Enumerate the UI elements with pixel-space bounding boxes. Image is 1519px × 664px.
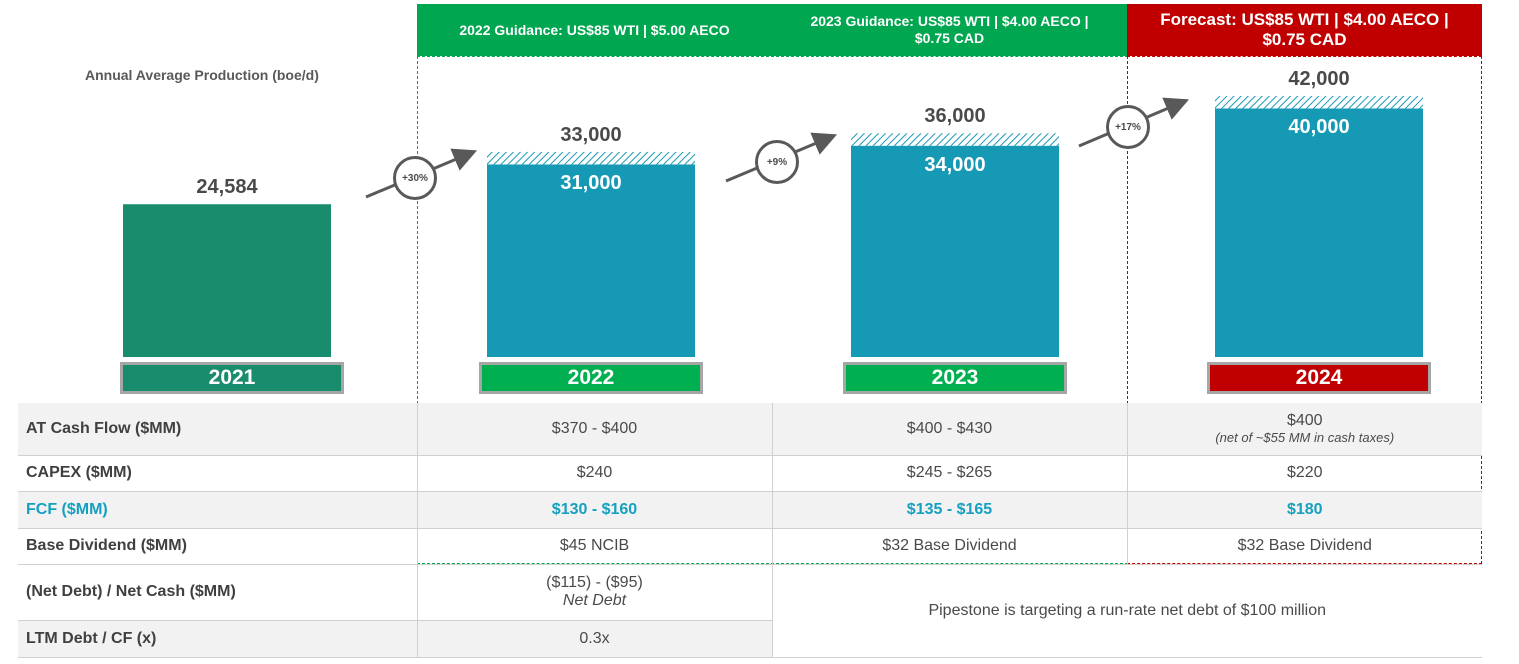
cell-2024-note: (net of ~$55 MM in cash taxes) [1215,430,1395,446]
cell-2022: 0.3x [416,620,772,658]
growth-badge-2023: +9% [755,140,799,184]
cell-2024: $32 Base Dividend [1126,528,1482,565]
growth-badge-2022: +30% [393,156,437,200]
target-note: Pipestone is targeting a run-rate net de… [771,564,1482,658]
bar-2022 [487,164,695,357]
bar-upside-2024 [1215,96,1423,109]
cell-2022: ($115) - ($95) Net Debt [416,564,772,621]
bar-2021 [123,204,331,357]
cell-2022: $370 - $400 [416,403,772,456]
row-label: FCF ($MM) [18,491,417,529]
cell-2022-note: Net Debt [562,592,627,609]
row-label: Base Dividend ($MM) [18,528,417,565]
cell-2024: $180 [1126,491,1482,529]
table-row: (Net Debt) / Net Cash ($MM) ($115) - ($9… [18,564,1482,658]
year-label-2024: 2024 [1207,362,1431,394]
cell-2024: $400 (net of ~$55 MM in cash taxes) [1126,403,1482,456]
year-label-2021: 2021 [120,362,344,394]
bar-top-label-2021: 24,584 [196,176,258,199]
bar-top-label-2023: 36,000 [924,105,986,128]
banner-2023-guidance: 2023 Guidance: US$85 WTI | $4.00 AECO | $… [772,4,1127,56]
production-chart [123,96,1423,357]
table-row: LTM Debt / CF (x) 0.3x [18,620,1482,658]
banner-2023-line2: $0.75 CAD [914,30,985,46]
cell-2023: $245 - $265 [771,455,1127,492]
cell-2023: $32 Base Dividend [771,528,1127,565]
bar-top-label-2024: 42,000 [1288,68,1350,90]
cell-2023: $135 - $165 [771,491,1127,529]
banner-2024-forecast: Forecast: US$85 WTI | $4.00 AECO | $0.75 … [1127,4,1482,56]
cell-2023: $400 - $430 [771,403,1127,456]
cell-2022: $130 - $160 [416,491,772,529]
table-row: FCF ($MM) $130 - $160 $135 - $165 $180 [18,491,1482,529]
bar-upside-2023 [851,133,1059,146]
cell-2024-value: $400 [1286,412,1323,430]
bar-inner-label-2023: 34,000 [924,153,986,176]
table-row: Base Dividend ($MM) $45 NCIB $32 Base Di… [18,528,1482,565]
bar-2023 [851,145,1059,357]
banner-2023-line1: 2023 Guidance: US$85 WTI | $4.00 AECO | [810,13,1089,30]
banner-2022-guidance: 2022 Guidance: US$85 WTI | $5.00 AECO [417,4,772,56]
bar-2024 [1215,108,1423,357]
y-axis-label: Annual Average Production (boe/d) [85,67,319,83]
banner-2024-line1: Forecast: US$85 WTI | $4.00 AECO | [1160,9,1449,29]
year-label-2023: 2023 [843,362,1067,394]
row-label: AT Cash Flow ($MM) [18,403,417,456]
bar-upside-2022 [487,151,695,165]
cell-2022: $240 [416,455,772,492]
bar-inner-label-2022: 31,000 [560,172,622,195]
cell-2022: $45 NCIB [416,528,772,565]
financial-table: AT Cash Flow ($MM) $370 - $400 $400 - $4… [18,403,1482,658]
bar-inner-label-2024: 40,000 [1288,116,1350,139]
cell-2022-value: ($115) - ($95) [546,574,643,591]
row-label: LTM Debt / CF (x) [18,620,417,658]
table-row: CAPEX ($MM) $240 $245 - $265 $220 [18,455,1482,492]
year-label-2022: 2022 [479,362,703,394]
row-label: CAPEX ($MM) [18,455,417,492]
table-row: AT Cash Flow ($MM) $370 - $400 $400 - $4… [18,403,1482,456]
growth-badge-2024: +17% [1106,105,1150,149]
bar-top-label-2022: 33,000 [560,123,622,146]
banner-2024-line2: $0.75 CAD [1262,30,1347,49]
banner-2022-text: 2022 Guidance: US$85 WTI | $5.00 AECO [459,21,730,38]
cell-2024: $220 [1126,455,1482,492]
row-label: (Net Debt) / Net Cash ($MM) [18,564,417,621]
